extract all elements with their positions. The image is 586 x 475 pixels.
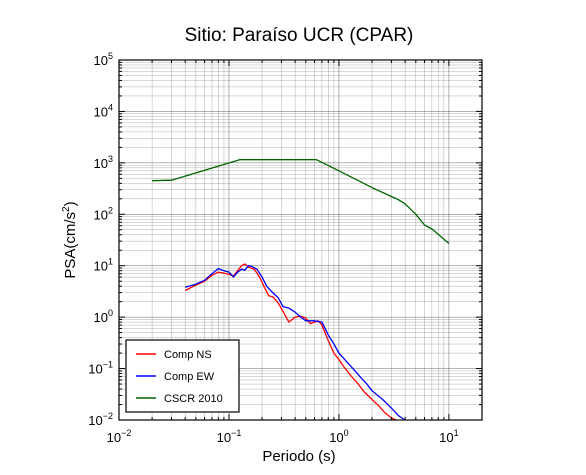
plot-frame: [118, 59, 483, 421]
x-tick-label-base: 10: [217, 430, 231, 445]
x-tick-label-exponent: −2: [121, 428, 131, 438]
y-tick-label-base: 10: [88, 362, 102, 377]
y-tick-label: 103: [94, 154, 113, 171]
axis-ticks: [118, 59, 483, 421]
y-tick-label-exponent: 1: [108, 257, 113, 267]
x-tick-label: 101: [439, 428, 458, 445]
legend-label-cscr-2010: CSCR 2010: [164, 393, 223, 405]
grid: [118, 59, 483, 421]
x-axis-label: Periodo (s): [262, 448, 335, 465]
y-tick-label-base: 10: [94, 207, 108, 222]
y-tick-label-exponent: 3: [108, 154, 113, 164]
legend: Comp NS Comp EW CSCR 2010: [125, 339, 240, 413]
legend-label-comp-ew: Comp EW: [164, 371, 215, 383]
y-tick-label-exponent: 5: [108, 51, 113, 61]
y-tick-label-exponent: −1: [103, 360, 113, 370]
y-tick-label-base: 10: [94, 259, 108, 274]
y-tick-label: 100: [94, 308, 113, 325]
y-tick-label-exponent: 2: [108, 205, 113, 215]
x-tick-label-exponent: 0: [344, 428, 349, 438]
y-tick-label-base: 10: [88, 413, 102, 428]
x-tick-label-exponent: −1: [231, 428, 241, 438]
x-tick-label-base: 10: [329, 430, 343, 445]
y-tick-label: 102: [94, 205, 113, 222]
y-tick-label: 101: [94, 257, 113, 274]
y-axis-label-sup: 2: [61, 206, 72, 212]
y-tick-label: 10−2: [88, 411, 113, 428]
y-axis-label: PSA(cm/s2): [61, 201, 79, 278]
series-line-comp-ew: [185, 265, 406, 421]
x-tick-label: 100: [329, 428, 348, 445]
x-tick-label-base: 10: [107, 430, 121, 445]
y-tick-label-exponent: 0: [108, 308, 113, 318]
y-axis-label-main: PSA(cm/s: [62, 212, 79, 279]
y-tick-label: 10−1: [88, 360, 113, 377]
y-tick-label-base: 10: [94, 104, 108, 119]
series-line-comp-ns: [184, 263, 397, 421]
chart-title: Sitio: Paraíso UCR (CPAR): [185, 25, 414, 46]
x-tick-label-base: 10: [439, 430, 453, 445]
y-tick-label-exponent: 4: [108, 102, 113, 112]
legend-label-comp-ns: Comp NS: [164, 349, 212, 361]
y-tick-label-exponent: −2: [103, 411, 113, 421]
y-tick-label-base: 10: [94, 310, 108, 325]
x-tick-label-exponent: 1: [454, 428, 459, 438]
y-tick-label: 105: [94, 51, 113, 68]
series-line-cscr-2010: [152, 159, 450, 244]
y-tick-label: 104: [94, 102, 113, 119]
series-lines: [152, 159, 450, 421]
y-axis-label-close: ): [62, 201, 79, 206]
y-tick-label-base: 10: [94, 156, 108, 171]
y-tick-label-base: 10: [94, 53, 108, 68]
x-tick-label: 10−1: [217, 428, 242, 445]
x-tick-label: 10−2: [107, 428, 132, 445]
